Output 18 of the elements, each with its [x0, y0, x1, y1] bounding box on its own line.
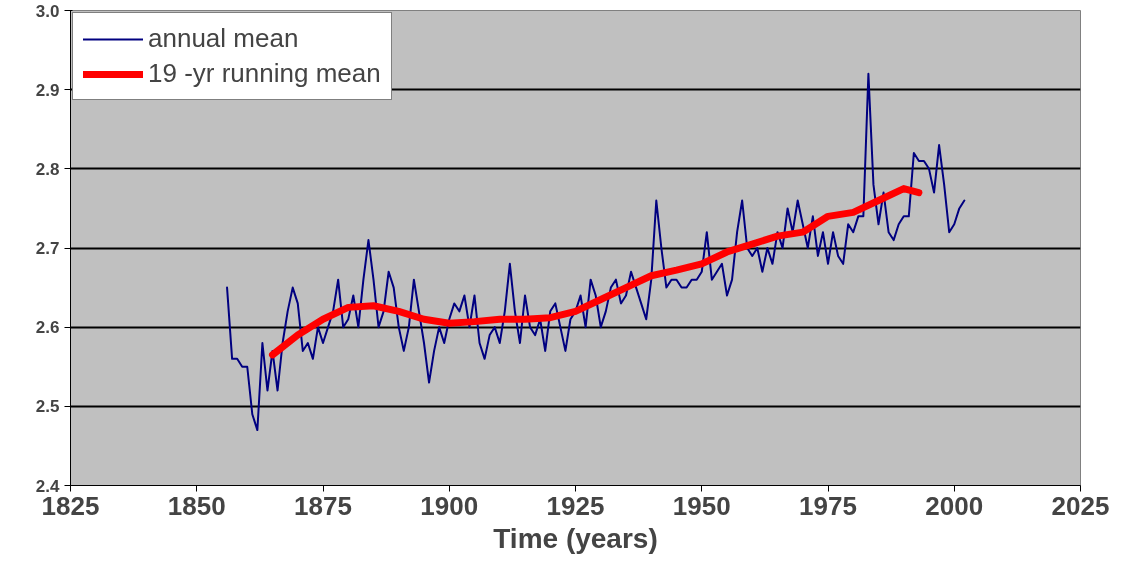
x-tick-label: 1925: [546, 490, 605, 521]
y-tick-label: 2.6: [35, 318, 60, 338]
x-tick-label: 2000: [925, 490, 984, 521]
y-tick-label: 2.4: [35, 476, 61, 496]
legend-label: 19 -yr running mean: [148, 58, 381, 89]
x-axis-title: Time (years): [493, 522, 658, 554]
x-tick-label: 1850: [167, 490, 226, 521]
x-tick-label: 1900: [420, 490, 479, 521]
x-tick-label: 2025: [1051, 490, 1110, 521]
y-tick-label: 2.9: [35, 80, 60, 100]
y-tick-label: 2.7: [35, 239, 60, 258]
x-tick-label: 1875: [294, 490, 352, 521]
x-tick-label: 1975: [799, 490, 857, 521]
y-tick-label: 3.0: [35, 1, 60, 21]
y-tick-label: 2.8: [35, 159, 60, 179]
x-tick-label: 1950: [672, 490, 731, 521]
y-tick-label: 2.5: [35, 397, 60, 417]
legend-label: annual mean: [148, 23, 299, 54]
